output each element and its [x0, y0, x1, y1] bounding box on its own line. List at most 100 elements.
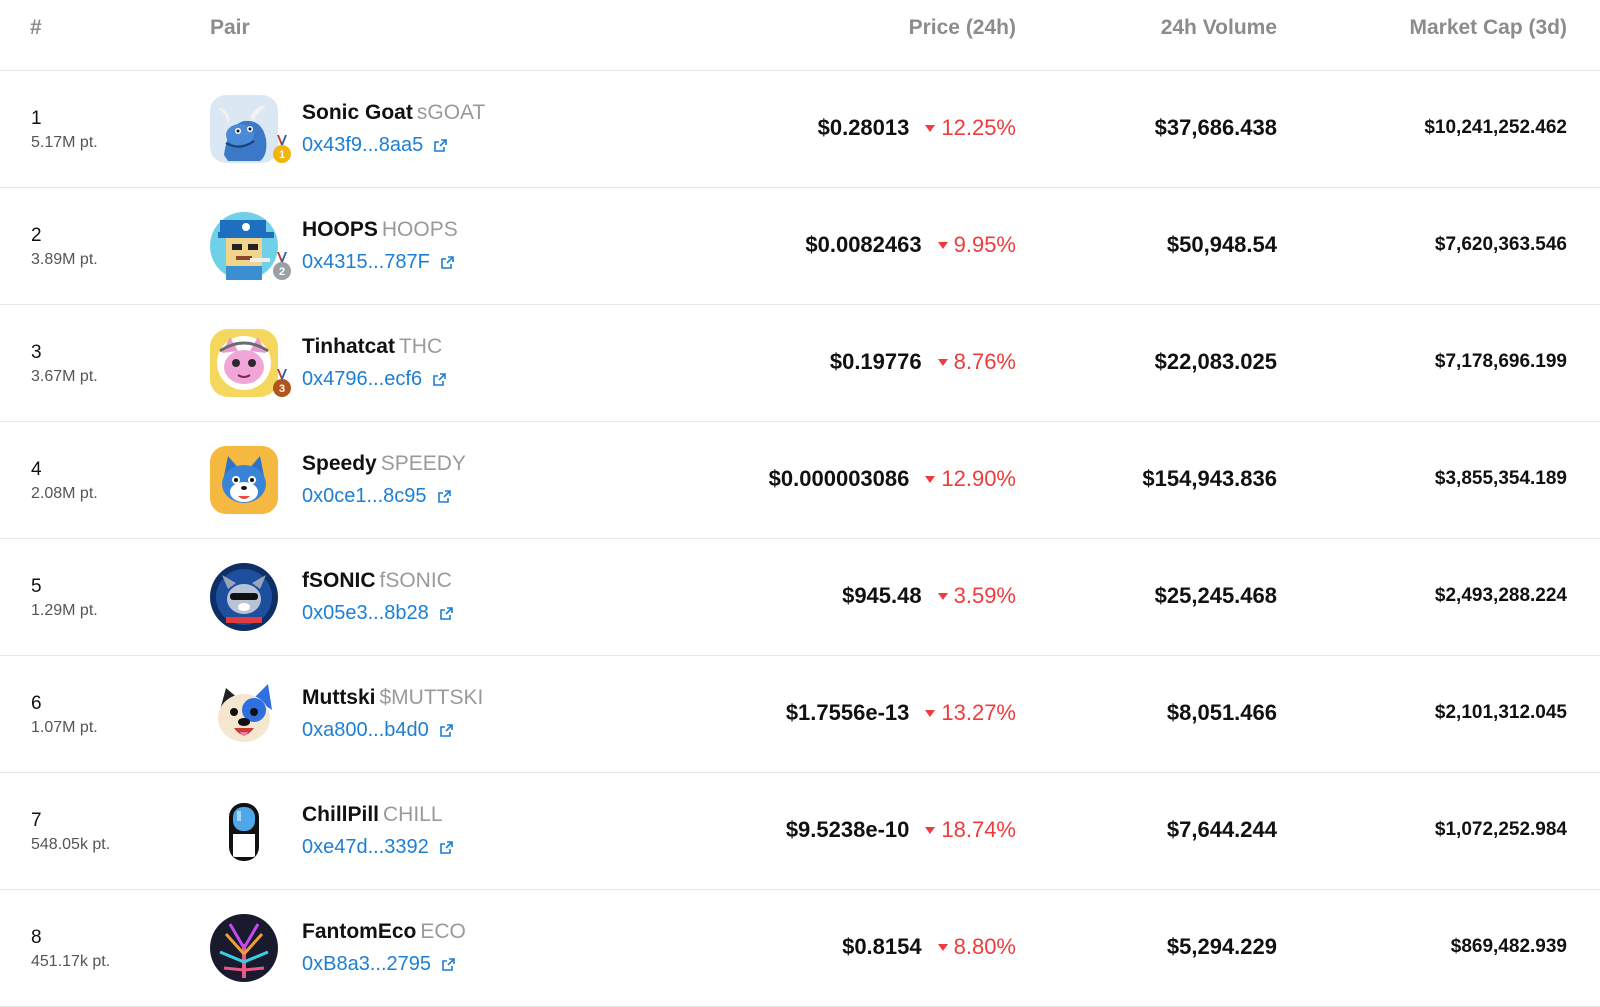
- rank-number: 4: [31, 459, 42, 480]
- table-row[interactable]: 4 2.08M pt. Speedy SPEEDY 0x0ce1...8c95 $…: [0, 422, 1600, 539]
- contract-address-link[interactable]: 0x4796...ecf6: [302, 368, 447, 391]
- header-rank: #: [30, 16, 42, 39]
- dog-avatar[interactable]: [210, 680, 278, 748]
- rank-number: 5: [31, 576, 42, 597]
- price-value: $1.7556e-13: [785, 700, 910, 725]
- caret-down-icon: [937, 943, 948, 951]
- header-market-cap[interactable]: Market Cap (3d): [1409, 16, 1567, 39]
- header-pair: Pair: [210, 16, 250, 39]
- token-symbol: sGOAT: [416, 101, 486, 124]
- contract-address: 0x43f9...8aa5: [302, 134, 424, 156]
- token-name: ChillPill: [302, 803, 380, 826]
- token-symbol: $MUTTSKI: [379, 686, 484, 709]
- volume-value: $25,245.468: [1154, 583, 1277, 608]
- price-value: $0.000003086: [768, 466, 910, 491]
- contract-address-link[interactable]: 0x05e3...8b28: [302, 602, 454, 625]
- price-value: $9.5238e-10: [785, 817, 910, 842]
- price-cell: $9.5238e-10 18.74%: [786, 817, 1016, 843]
- eco-avatar[interactable]: [210, 914, 278, 982]
- token-symbol: ECO: [420, 920, 466, 943]
- contract-address: 0xe47d...3392: [302, 836, 429, 858]
- external-link-icon[interactable]: [440, 255, 455, 270]
- volume-value: $8,051.466: [1166, 700, 1277, 725]
- external-link-icon[interactable]: [441, 957, 456, 972]
- rank-number: 7: [31, 810, 42, 831]
- price-cell: $0.000003086 12.90%: [769, 466, 1016, 492]
- market-cap-value: $7,178,696.199: [1434, 351, 1567, 372]
- pixel-hoops-avatar[interactable]: 2: [210, 212, 291, 280]
- price-value: $945.48: [842, 583, 922, 608]
- pair-name[interactable]: HOOPS HOOPS: [302, 218, 458, 242]
- token-name: FantomEco: [302, 920, 417, 943]
- caret-down-icon: [925, 475, 936, 483]
- price-change: 8.80%: [953, 934, 1016, 959]
- price-change: 12.25%: [941, 115, 1016, 140]
- external-link-icon[interactable]: [439, 606, 454, 621]
- contract-address-link[interactable]: 0xe47d...3392: [302, 836, 454, 859]
- table-row[interactable]: 8 451.17k pt. FantomEco ECO 0xB8a3...2795…: [0, 890, 1600, 1007]
- pair-name[interactable]: Speedy SPEEDY: [302, 452, 466, 476]
- external-link-icon[interactable]: [439, 840, 454, 855]
- table-row[interactable]: 6 1.07M pt. Muttski $MUTTSKI 0xa800...b4d…: [0, 656, 1600, 773]
- caret-down-icon: [937, 241, 948, 249]
- contract-address-link[interactable]: 0xB8a3...2795: [302, 953, 456, 976]
- rank-number: 8: [31, 927, 42, 948]
- contract-address-link[interactable]: 0x43f9...8aa5: [302, 134, 448, 157]
- volume-value: $22,083.025: [1154, 349, 1277, 374]
- price-change: 3.59%: [953, 583, 1016, 608]
- price-value: $0.0082463: [805, 232, 922, 257]
- table-row[interactable]: 5 1.29M pt. fSONIC fSONIC 0x05e3...8b28 $…: [0, 539, 1600, 656]
- pair-name[interactable]: fSONIC fSONIC: [302, 569, 452, 593]
- pair-name[interactable]: Sonic Goat sGOAT: [302, 101, 485, 125]
- table-row[interactable]: 2 3.89M pt. 2 HOOPS HOOPS 0x4315...787F $…: [0, 188, 1600, 305]
- rank-medal-number: 2: [279, 266, 285, 278]
- market-cap-value: $2,101,312.045: [1434, 702, 1567, 723]
- rank-medal-icon: 2: [271, 252, 293, 282]
- contract-address: 0x4315...787F: [302, 251, 430, 273]
- contract-address-link[interactable]: 0x4315...787F: [302, 251, 455, 274]
- price-change: 13.27%: [941, 700, 1016, 725]
- external-link-icon[interactable]: [432, 372, 447, 387]
- goat-avatar[interactable]: 1: [210, 95, 291, 163]
- rank-points: 5.17M pt.: [31, 134, 98, 151]
- contract-address-link[interactable]: 0x0ce1...8c95: [302, 485, 452, 508]
- header-price[interactable]: Price (24h): [908, 16, 1016, 39]
- token-name: HOOPS: [302, 218, 378, 241]
- rank-medal-number: 1: [279, 149, 285, 161]
- price-cell: $0.0082463 9.95%: [805, 232, 1016, 258]
- rank-points: 1.29M pt.: [31, 602, 98, 619]
- table-row[interactable]: 7 548.05k pt. ChillPill CHILL 0xe47d...33…: [0, 773, 1600, 890]
- pair-name[interactable]: Muttski $MUTTSKI: [302, 686, 483, 710]
- external-link-icon[interactable]: [437, 489, 452, 504]
- rank-points: 548.05k pt.: [31, 836, 111, 853]
- table-row[interactable]: 3 3.67M pt. 3 Tinhatcat THC 0x4796...ecf6…: [0, 305, 1600, 422]
- rank-points: 1.07M pt.: [31, 719, 98, 736]
- price-cell: $945.48 3.59%: [842, 583, 1016, 609]
- cat-avatar[interactable]: 3: [210, 329, 291, 397]
- rank-points: 2.08M pt.: [31, 485, 98, 502]
- price-value: $0.8154: [842, 934, 922, 959]
- contract-address: 0x0ce1...8c95: [302, 485, 427, 507]
- rank-points: 3.89M pt.: [31, 251, 98, 268]
- external-link-icon[interactable]: [439, 723, 454, 738]
- table-body: 1 5.17M pt. 1 Sonic Goat sGOAT 0x43f9...8…: [0, 71, 1600, 1007]
- caret-down-icon: [925, 826, 936, 834]
- pill-avatar[interactable]: [210, 797, 278, 865]
- table-row[interactable]: 1 5.17M pt. 1 Sonic Goat sGOAT 0x43f9...8…: [0, 71, 1600, 188]
- contract-address-link[interactable]: 0xa800...b4d0: [302, 719, 454, 742]
- fox-avatar[interactable]: [210, 446, 278, 514]
- pair-name[interactable]: ChillPill CHILL: [302, 803, 443, 827]
- rank-medal-number: 3: [279, 383, 285, 395]
- rank-medal-icon: 3: [271, 369, 293, 399]
- caret-down-icon: [925, 124, 936, 132]
- token-name: fSONIC: [302, 569, 376, 592]
- header-volume[interactable]: 24h Volume: [1160, 16, 1277, 39]
- price-change: 9.95%: [953, 232, 1016, 257]
- pair-name[interactable]: Tinhatcat THC: [302, 335, 442, 359]
- fsonic-avatar[interactable]: [210, 563, 278, 631]
- market-cap-value: $1,072,252.984: [1434, 819, 1567, 840]
- external-link-icon[interactable]: [433, 138, 448, 153]
- volume-value: $37,686.438: [1154, 115, 1277, 140]
- pair-name[interactable]: FantomEco ECO: [302, 920, 466, 944]
- token-symbol: SPEEDY: [380, 452, 466, 475]
